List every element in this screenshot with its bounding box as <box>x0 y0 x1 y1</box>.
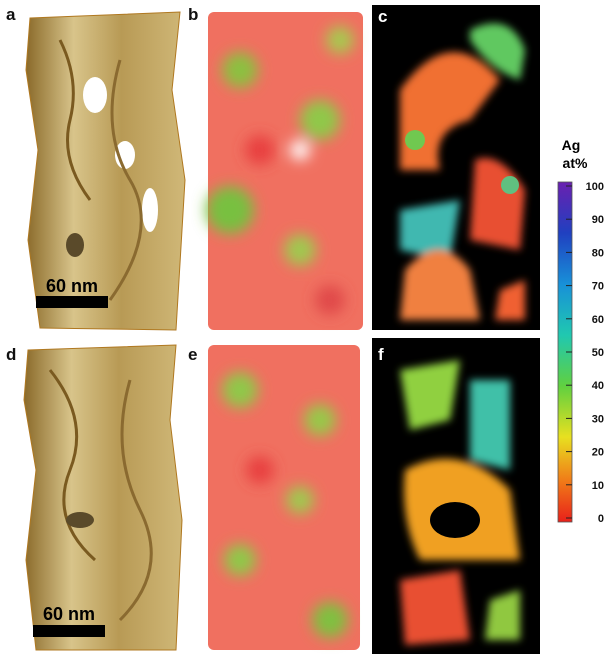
panel-f <box>372 338 540 654</box>
colorbar-tick-label: 100 <box>586 181 604 193</box>
colorbar-tick-label: 30 <box>592 413 604 425</box>
panel-label: d <box>6 345 16 364</box>
colorbar-tick-label: 50 <box>592 347 604 359</box>
scale-bar <box>33 625 105 637</box>
panel-label: b <box>188 5 198 24</box>
panel-b <box>206 12 363 330</box>
colorbar-title: Ag <box>562 137 581 153</box>
panel-a: 60 nm <box>26 12 185 330</box>
panel-label: c <box>378 7 387 26</box>
panel-e <box>208 345 360 650</box>
colorbar-tick-label: 60 <box>592 314 604 326</box>
colorbar-tick-label: 20 <box>592 447 604 459</box>
panel-label: e <box>188 345 197 364</box>
colorbar-tick-label: 40 <box>592 380 604 392</box>
scale-bar-label: 60 nm <box>43 604 95 624</box>
colorbar-tick-label: 10 <box>592 480 604 492</box>
colorbar-tick-label: 70 <box>592 281 604 293</box>
figure: 60 nm 60 nm a b c d e f Ag a <box>0 0 610 654</box>
panel-label: a <box>6 5 16 24</box>
scale-bar <box>36 296 108 308</box>
panel-label: f <box>378 345 384 364</box>
panel-d: 60 nm <box>24 345 182 650</box>
colorbar-tick-label: 90 <box>592 214 604 226</box>
panel-c <box>372 5 540 330</box>
colorbar-tick-label: 80 <box>592 247 604 259</box>
colorbar-title: at% <box>563 155 588 171</box>
scale-bar-label: 60 nm <box>46 276 98 296</box>
colorbar-tick-label: 0 <box>598 513 604 525</box>
